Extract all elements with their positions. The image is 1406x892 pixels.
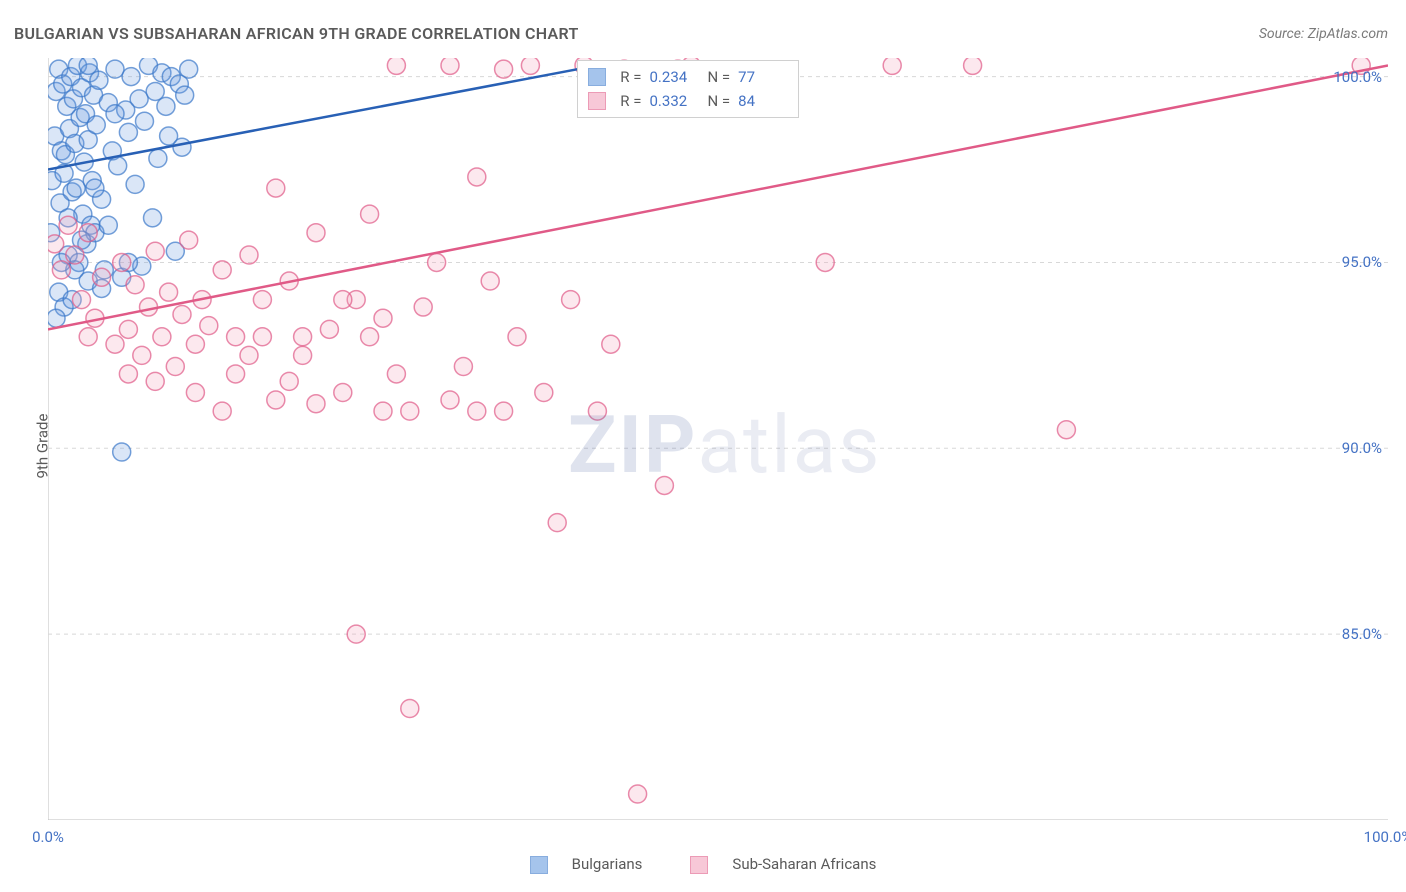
x-tick-label: 0.0% (32, 828, 64, 846)
legend-item: Bulgarians (518, 855, 655, 873)
legend-label: Bulgarians (572, 855, 643, 873)
r-value: 0.234 (650, 65, 700, 89)
legend-label: Sub-Saharan Africans (732, 855, 876, 873)
r-label: R = (620, 65, 641, 89)
plot-area: 85.0%90.0%95.0%100.0% 0.0%100.0% ZIPatla… (48, 58, 1388, 820)
correlation-row: R = 0.332 N = 84 (588, 89, 788, 113)
y-tick-label: 95.0% (1342, 253, 1382, 271)
legend-swatch (690, 856, 708, 874)
chart-container: BULGARIAN VS SUBSAHARAN AFRICAN 9TH GRAD… (0, 0, 1406, 892)
source-prefix: Source: (1259, 26, 1308, 42)
n-label: N = (708, 89, 731, 113)
r-value: 0.332 (650, 89, 700, 113)
legend-item: Sub-Saharan Africans (678, 855, 888, 873)
y-tick-label: 85.0% (1342, 625, 1382, 643)
legend-swatch (530, 856, 548, 874)
source-name: ZipAtlas.com (1308, 26, 1388, 42)
n-label: N = (708, 65, 731, 89)
chart-svg (48, 58, 1388, 820)
correlation-legend: R = 0.234 N = 77 R = 0.332 N = 84 (577, 60, 799, 118)
source-label: Source: ZipAtlas.com (1259, 26, 1388, 42)
correlation-row: R = 0.234 N = 77 (588, 65, 788, 89)
r-label: R = (620, 89, 641, 113)
y-tick-label: 100.0% (1333, 68, 1382, 86)
x-tick-label: 100.0% (1364, 828, 1406, 846)
legend-swatch (588, 68, 606, 86)
n-value: 77 (738, 65, 788, 89)
series-legend: Bulgarians Sub-Saharan Africans (0, 855, 1406, 874)
y-tick-label: 90.0% (1342, 439, 1382, 457)
legend-swatch (588, 92, 606, 110)
n-value: 84 (738, 89, 788, 113)
chart-title: BULGARIAN VS SUBSAHARAN AFRICAN 9TH GRAD… (14, 24, 579, 43)
